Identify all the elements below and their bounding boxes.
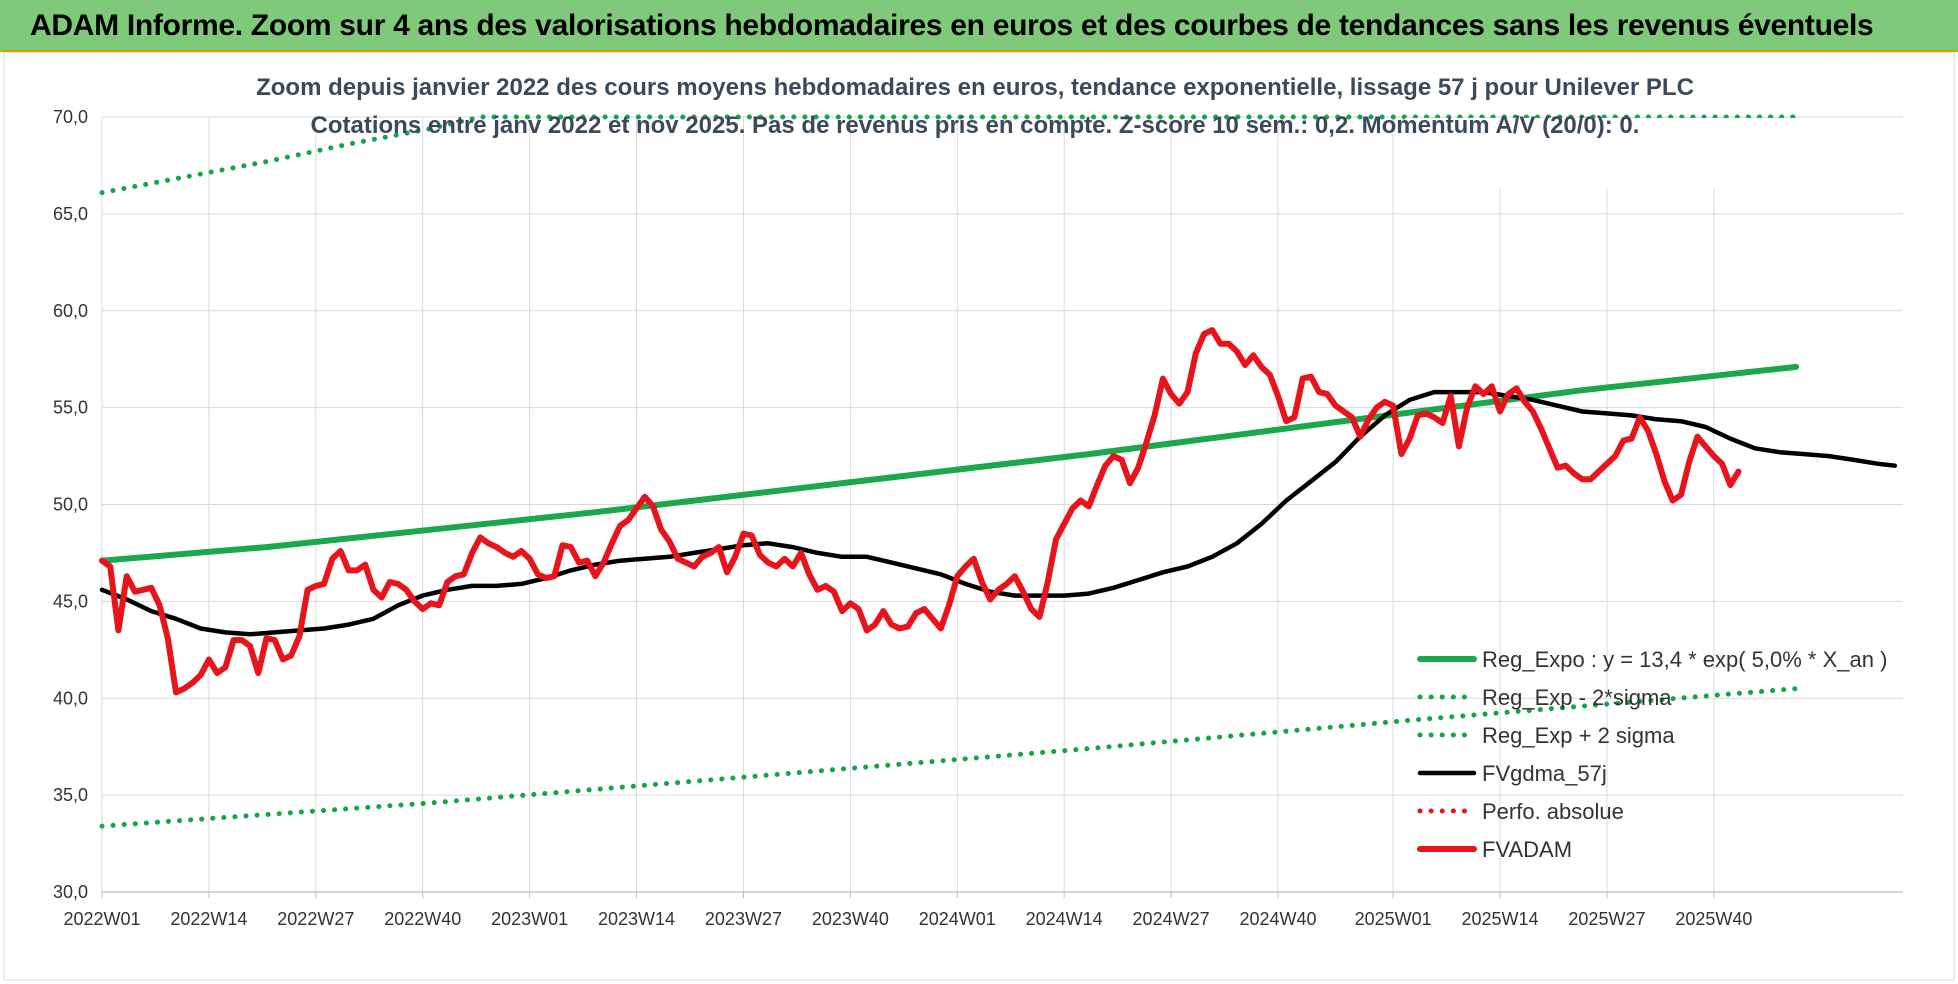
series-line-0: [99, 363, 1800, 564]
x-tick-label: 2025W27: [1568, 909, 1645, 929]
y-tick-label: 30,0: [53, 882, 88, 902]
x-tick-label: 2025W40: [1675, 909, 1752, 929]
series: [99, 114, 1898, 829]
title-background: [1405, 118, 1835, 188]
y-tick-label: 40,0: [53, 688, 88, 708]
x-tick-label: 2025W01: [1355, 909, 1432, 929]
y-tick-label: 55,0: [53, 398, 88, 418]
x-tick-label: 2024W14: [1026, 909, 1103, 929]
y-tick-label: 50,0: [53, 495, 88, 515]
x-tick-label: 2023W40: [812, 909, 889, 929]
x-tick-label: 2022W40: [384, 909, 461, 929]
x-tick-label: 2022W01: [63, 909, 140, 929]
series-line-5: [99, 327, 1742, 696]
x-tick-label: 2023W01: [491, 909, 568, 929]
x-tick-label: 2023W14: [598, 909, 675, 929]
x-tick-label: 2025W14: [1462, 909, 1539, 929]
x-tick-label: 2022W27: [277, 909, 354, 929]
legend-label-4: Perfo. absolue: [1482, 799, 1624, 824]
legend-label-2: Reg_Exp + 2 sigma: [1482, 723, 1675, 748]
legend-label-0: Reg_Expo : y = 13,4 * exp( 5,0% * X_an ): [1482, 647, 1887, 672]
chart: 30,0 35,0 40,0 45,0 50,0 55,0 60,0 65,0 70,0 2022…: [3, 52, 1955, 981]
legend-label-5: FVADAM: [1482, 837, 1572, 862]
series-line-3: [99, 389, 1898, 637]
x-tick-label: 2023W27: [705, 909, 782, 929]
y-tick-label: 35,0: [53, 785, 88, 805]
legend: Reg_Expo : y = 13,4 * exp( 5,0% * X_an )…: [1417, 647, 1887, 862]
y-tick-label: 60,0: [53, 301, 88, 321]
page-title: ADAM Informe. Zoom sur 4 ans des valoris…: [30, 9, 1874, 42]
chart-title: Zoom depuis janvier 2022 des cours moyen…: [256, 74, 1694, 101]
x-tick-label: 2024W40: [1239, 909, 1316, 929]
y-tick-label: 70,0: [53, 107, 88, 127]
y-tick-label: 65,0: [53, 204, 88, 224]
grid: [101, 116, 1903, 893]
axes: 30,0 35,0 40,0 45,0 50,0 55,0 60,0 65,0 70,0 2022…: [53, 107, 1903, 929]
legend-label-3: FVgdma_57j: [1482, 761, 1607, 786]
x-tick-label: 2024W27: [1133, 909, 1210, 929]
x-tick-label: 2022W14: [170, 909, 247, 929]
y-tick-label: 45,0: [53, 591, 88, 611]
chart-area: [3, 52, 1955, 981]
x-tick-label: 2024W01: [919, 909, 996, 929]
legend-label-1: Reg_Exp - 2*sigma: [1482, 685, 1672, 710]
header-banner: ADAM Informe. Zoom sur 4 ans des valoris…: [0, 0, 1958, 52]
chart-subtitle: Cotations entre janv 2022 et nov 2025. P…: [311, 112, 1640, 139]
